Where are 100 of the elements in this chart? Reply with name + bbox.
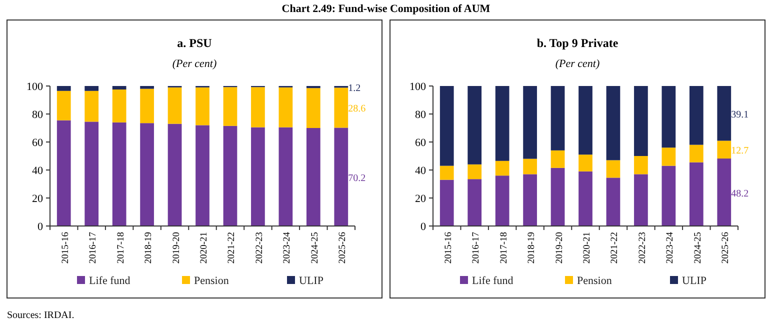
bar (306, 128, 320, 226)
x-tick-label: 2017-18 (499, 232, 510, 264)
bar (606, 178, 620, 226)
bar (523, 86, 537, 159)
legend-label: ULIP (682, 275, 706, 287)
x-tick-label: 2025-26 (338, 232, 348, 264)
bar (495, 176, 510, 226)
data-label: 70.2 (348, 172, 366, 184)
bar (84, 122, 99, 226)
bar (84, 86, 99, 91)
x-tick-label: 2022-23 (254, 232, 265, 264)
bar (468, 164, 482, 180)
x-tick-label: 2017-18 (116, 232, 126, 264)
y-tick-label: 80 (415, 109, 426, 121)
y-tick-label: 20 (415, 193, 426, 205)
bar (717, 158, 732, 226)
bar (168, 124, 182, 226)
bar (140, 123, 154, 226)
bar (468, 179, 482, 226)
x-tick-label: 2022-23 (638, 232, 648, 264)
data-label: 12.7 (731, 146, 749, 157)
bar (440, 166, 454, 180)
y-tick-label: 100 (26, 81, 44, 93)
bar (606, 160, 620, 178)
y-tick-label: 100 (410, 81, 426, 93)
bar (578, 171, 592, 226)
x-tick-label: 2015-16 (444, 232, 454, 264)
x-tick-label: 2020-21 (200, 232, 210, 264)
x-tick-label: 2020-21 (582, 232, 592, 264)
data-label: 39.1 (731, 109, 749, 120)
x-tick-label: 2016-17 (472, 232, 482, 264)
bar (56, 90, 71, 120)
legend-label: Life fund (89, 275, 131, 287)
x-tick-label: 2024-25 (693, 232, 704, 264)
bar (112, 90, 126, 122)
bar (112, 86, 126, 90)
bar (523, 174, 537, 226)
bar (56, 120, 71, 226)
caption: Chart 2.49: Fund-wise Composition of AUM (282, 3, 491, 15)
bar (689, 162, 704, 226)
bar (278, 127, 293, 226)
bar (140, 88, 154, 124)
bar (84, 90, 99, 122)
x-tick-label: 2023-24 (666, 232, 676, 264)
bar (278, 87, 293, 128)
bar (550, 150, 565, 168)
x-tick-label: 2015-16 (60, 232, 71, 264)
x-tick-label: 2019-20 (554, 232, 565, 264)
y-tick-label: 60 (32, 137, 44, 149)
data-label: 28.6 (348, 104, 366, 115)
bar (56, 86, 71, 91)
x-tick-label: 2019-20 (172, 232, 182, 264)
bar (689, 144, 704, 162)
bar (578, 86, 592, 155)
bar (662, 148, 676, 166)
x-tick-label: 2016-17 (88, 232, 99, 264)
bar (306, 88, 320, 128)
x-tick-label: 2018-19 (527, 232, 538, 264)
chart-title: a. PSU (177, 36, 212, 50)
bar (634, 86, 648, 156)
bar (689, 86, 704, 145)
bar (523, 158, 537, 174)
bar (440, 180, 454, 226)
bar (334, 128, 348, 226)
bar (251, 127, 265, 226)
bar (634, 174, 648, 226)
x-tick-label: 2021-22 (610, 232, 620, 264)
bar (112, 122, 126, 226)
y-tick-label: 40 (32, 165, 44, 177)
bar (140, 86, 154, 89)
legend-label: Life fund (472, 275, 514, 287)
bar (550, 86, 565, 150)
bar (550, 168, 565, 226)
x-tick-label: 2024-25 (310, 232, 320, 264)
data-label: 48.2 (731, 188, 749, 200)
bar (223, 126, 238, 226)
bar (662, 86, 676, 148)
bar (634, 156, 648, 174)
legend-label: ULIP (299, 275, 324, 287)
y-tick-label: 0 (420, 221, 426, 233)
bar (717, 140, 732, 159)
bar (196, 125, 210, 226)
bar (196, 87, 210, 126)
bar (606, 86, 620, 160)
bar (223, 87, 238, 126)
data-label: 1.2 (348, 82, 361, 94)
bar (168, 87, 182, 124)
x-tick-label: 2025-26 (721, 232, 732, 264)
bar (495, 86, 510, 161)
legend-label: Pension (577, 275, 612, 287)
legend-label: Pension (194, 275, 230, 287)
bar (334, 88, 348, 128)
chart-title: b. Top 9 Private (536, 36, 619, 50)
x-tick-label: 2021-22 (227, 232, 238, 264)
source-note: Sources: IRDAI. (7, 310, 74, 321)
y-tick-label: 80 (32, 109, 44, 121)
y-tick-label: 0 (38, 221, 44, 233)
bar (495, 160, 510, 176)
x-tick-label: 2018-19 (144, 232, 154, 264)
y-tick-label: 20 (32, 193, 44, 205)
